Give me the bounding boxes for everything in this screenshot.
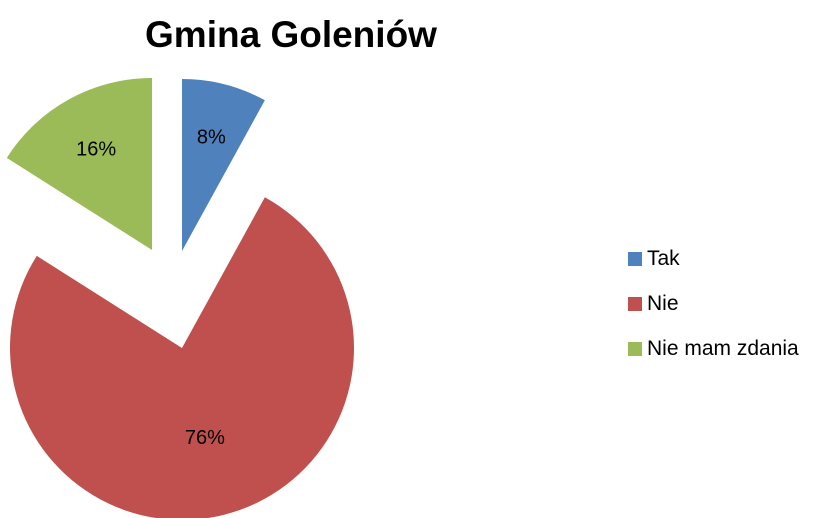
legend-item-tak: Tak [628, 247, 799, 270]
legend-swatch-tak [628, 251, 642, 266]
chart-title: Gmina Goleniów [145, 14, 437, 55]
legend-label-tak: Tak [647, 246, 680, 270]
pie-slice-nie-mam-zdania [6, 78, 152, 250]
pie-chart: 8% 76% 16% [6, 78, 355, 518]
legend-item-nie-mam-zdania: Nie mam zdania [628, 337, 799, 360]
pie-slice-tak [182, 79, 265, 251]
slice-label-tak: 8% [197, 127, 226, 149]
legend-item-nie: Nie [628, 292, 799, 315]
legend-swatch-nie [628, 296, 642, 311]
slice-label-nie: 76% [185, 427, 225, 449]
legend-swatch-nie-mam-zdania [628, 341, 642, 356]
pie-slice-nie [10, 197, 355, 518]
slice-label-nie-mam-zdania: 16% [76, 138, 116, 160]
legend-label-nie: Nie [647, 291, 679, 315]
legend-label-nie-mam-zdania: Nie mam zdania [647, 336, 799, 360]
legend: Tak Nie Nie mam zdania [628, 247, 799, 382]
